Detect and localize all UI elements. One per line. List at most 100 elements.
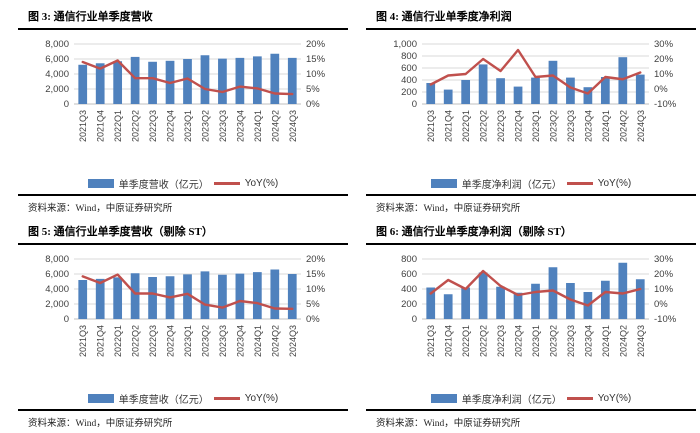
svg-text:2024Q3: 2024Q3 [288, 110, 298, 142]
svg-text:2,000: 2,000 [45, 299, 69, 310]
svg-text:2023Q2: 2023Q2 [200, 325, 210, 357]
svg-text:15%: 15% [306, 54, 326, 65]
figure-3-legend: 单季度营收（亿元） YoY(%) [18, 175, 348, 191]
svg-text:2023Q1: 2023Q1 [183, 325, 193, 357]
svg-text:4,000: 4,000 [45, 284, 69, 295]
line-legend-label: YoY(%) [244, 177, 279, 189]
svg-text:2022Q3: 2022Q3 [148, 110, 158, 142]
bar-legend-swatch [87, 178, 114, 188]
svg-text:2022Q4: 2022Q4 [166, 110, 176, 142]
svg-text:30%: 30% [654, 254, 674, 265]
figure-4: 图 4: 通信行业单季度净利润 0 200 400 600 800 1,000 -10% 0%… [366, 3, 696, 194]
svg-text:10%: 10% [654, 69, 674, 80]
line-legend-label: YoY(%) [597, 392, 632, 404]
figure-5-legend: 单季度营收（亿元） YoY(%) [18, 390, 348, 406]
svg-text:2022Q2: 2022Q2 [479, 325, 489, 357]
bar-legend-label: 单季度营收（亿元） [118, 394, 209, 406]
svg-text:2022Q1: 2022Q1 [461, 110, 471, 142]
figure-6-chart: 0 200 400 600 800 -10% 0% 10% 20% 30% 2021Q3 2021Q4… [401, 254, 677, 357]
svg-text:4,000: 4,000 [45, 69, 69, 80]
svg-text:2023Q3: 2023Q3 [218, 110, 228, 142]
svg-text:30%: 30% [654, 39, 674, 50]
svg-text:2021Q3: 2021Q3 [78, 325, 88, 357]
figure-5: 图 5: 通信行业单季度营收（剔除 ST） 0 2,000 4,000 6,000 8,… [18, 218, 348, 409]
line-legend-swatch [213, 181, 240, 185]
svg-text:200: 200 [401, 87, 417, 98]
bar-legend-label: 单季度营收（亿元） [118, 179, 209, 191]
figure-4-legend: 单季度净利润（亿元） YoY(%) [366, 175, 696, 191]
line-legend-label: YoY(%) [597, 177, 632, 189]
figure-4-source: 资料来源：Wind，中原证券研究所 [366, 194, 696, 218]
svg-text:0%: 0% [654, 299, 668, 310]
svg-text:2023Q4: 2023Q4 [235, 110, 245, 142]
svg-text:2023Q3: 2023Q3 [566, 110, 576, 142]
svg-text:0: 0 [64, 99, 69, 110]
svg-text:2023Q4: 2023Q4 [583, 325, 593, 357]
svg-text:2024Q3: 2024Q3 [288, 325, 298, 357]
svg-text:20%: 20% [306, 39, 326, 50]
svg-text:-10%: -10% [654, 99, 677, 110]
svg-text:2024Q1: 2024Q1 [253, 325, 263, 357]
figure-5-chart: 0 2,000 4,000 6,000 8,000 0% 5% 10% 15% 20% 2021Q3… [45, 254, 325, 357]
line-legend-label: YoY(%) [244, 392, 279, 404]
figure-5-title: 图 5: 通信行业单季度营收（剔除 ST） [18, 218, 348, 245]
line-legend-swatch [566, 396, 593, 400]
bar-legend-swatch [430, 393, 457, 403]
svg-text:2023Q4: 2023Q4 [583, 110, 593, 142]
svg-text:400: 400 [401, 284, 417, 295]
svg-text:2023Q4: 2023Q4 [235, 325, 245, 357]
left-column: 图 3: 通信行业单季度营收 0 2,000 4,000 6,000 8,000 0% 5%… [18, 3, 348, 429]
svg-text:2022Q3: 2022Q3 [496, 325, 506, 357]
svg-text:2024Q3: 2024Q3 [636, 325, 646, 357]
svg-text:2024Q1: 2024Q1 [601, 325, 611, 357]
svg-text:2022Q2: 2022Q2 [479, 110, 489, 142]
svg-text:8,000: 8,000 [45, 39, 69, 50]
svg-text:800: 800 [401, 51, 417, 62]
svg-text:2024Q1: 2024Q1 [601, 110, 611, 142]
figure-6-legend: 单季度净利润（亿元） YoY(%) [366, 390, 696, 406]
svg-text:2,000: 2,000 [45, 84, 69, 95]
svg-text:800: 800 [401, 254, 417, 265]
svg-text:20%: 20% [654, 54, 674, 65]
svg-text:0%: 0% [306, 99, 320, 110]
svg-text:0: 0 [412, 99, 417, 110]
svg-text:2021Q3: 2021Q3 [426, 110, 436, 142]
bar-legend-swatch [87, 393, 114, 403]
svg-text:2021Q4: 2021Q4 [444, 110, 454, 142]
svg-text:2024Q2: 2024Q2 [618, 110, 628, 142]
svg-text:2022Q2: 2022Q2 [131, 325, 141, 357]
figure-3-title: 图 3: 通信行业单季度营收 [18, 3, 348, 30]
svg-text:2024Q2: 2024Q2 [270, 325, 280, 357]
svg-text:-10%: -10% [654, 314, 677, 325]
svg-text:2022Q3: 2022Q3 [496, 110, 506, 142]
svg-text:2023Q2: 2023Q2 [548, 110, 558, 142]
svg-text:2023Q1: 2023Q1 [183, 110, 193, 142]
bar-legend-label: 单季度净利润（亿元） [461, 179, 562, 191]
svg-text:400: 400 [401, 75, 417, 86]
svg-text:2023Q2: 2023Q2 [200, 110, 210, 142]
svg-text:2023Q3: 2023Q3 [566, 325, 576, 357]
figure-3-chart: 0 2,000 4,000 6,000 8,000 0% 5% 10% 15% 20% 2021Q3… [45, 39, 326, 142]
svg-text:2021Q3: 2021Q3 [426, 325, 436, 357]
figure-6: 图 6: 通信行业单季度净利润（剔除 ST） 0 200 400 600 800 -10%… [366, 218, 696, 409]
figure-5-source: 资料来源：Wind，中原证券研究所 [18, 409, 348, 433]
svg-text:10%: 10% [654, 284, 674, 295]
right-column: 图 4: 通信行业单季度净利润 0 200 400 600 800 1,000 -10% 0%… [366, 3, 696, 429]
svg-text:0: 0 [412, 314, 417, 325]
svg-text:2022Q4: 2022Q4 [166, 325, 176, 357]
svg-text:2022Q4: 2022Q4 [514, 325, 524, 357]
svg-text:2023Q1: 2023Q1 [531, 325, 541, 357]
svg-text:2021Q4: 2021Q4 [96, 110, 106, 142]
svg-text:0%: 0% [306, 314, 320, 325]
svg-text:2021Q4: 2021Q4 [96, 325, 106, 357]
figure-3-source: 资料来源：Wind，中原证券研究所 [18, 194, 348, 218]
svg-text:600: 600 [401, 269, 417, 280]
bar-legend-label: 单季度净利润（亿元） [461, 394, 562, 406]
svg-text:2024Q1: 2024Q1 [253, 110, 263, 142]
figure-3: 图 3: 通信行业单季度营收 0 2,000 4,000 6,000 8,000 0% 5%… [18, 3, 348, 194]
line-legend-swatch [213, 396, 240, 400]
svg-text:2022Q3: 2022Q3 [148, 325, 158, 357]
svg-text:2023Q3: 2023Q3 [218, 325, 228, 357]
svg-text:0%: 0% [654, 84, 668, 95]
